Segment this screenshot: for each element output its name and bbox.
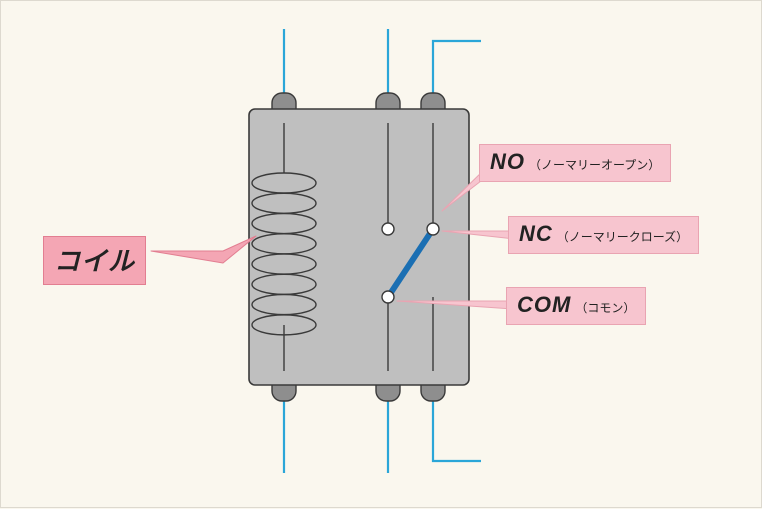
external-wire — [433, 401, 481, 461]
callout-coil: コイル — [43, 236, 146, 285]
callout-pointer — [151, 236, 256, 263]
callout-no-sub: （ノーマリーオープン） — [529, 156, 660, 173]
diagram-canvas: コイル NO（ノーマリーオープン） NC（ノーマリークローズ） COM（コモン） — [0, 0, 762, 508]
callout-coil-title: コイル — [54, 241, 135, 278]
callout-com: COM（コモン） — [506, 287, 646, 325]
contact-node — [382, 223, 394, 235]
callout-nc-sub: （ノーマリークローズ） — [557, 228, 688, 245]
callout-com-sub: （コモン） — [575, 299, 635, 316]
callout-nc: NC（ノーマリークローズ） — [508, 216, 699, 254]
callout-no: NO（ノーマリーオープン） — [479, 144, 671, 182]
external-wire — [433, 41, 481, 93]
contact-node — [427, 223, 439, 235]
callout-com-title: COM — [517, 292, 571, 318]
callout-no-title: NO — [490, 149, 525, 175]
contact-node — [382, 291, 394, 303]
callout-nc-title: NC — [519, 221, 553, 247]
relay-body — [249, 109, 469, 385]
